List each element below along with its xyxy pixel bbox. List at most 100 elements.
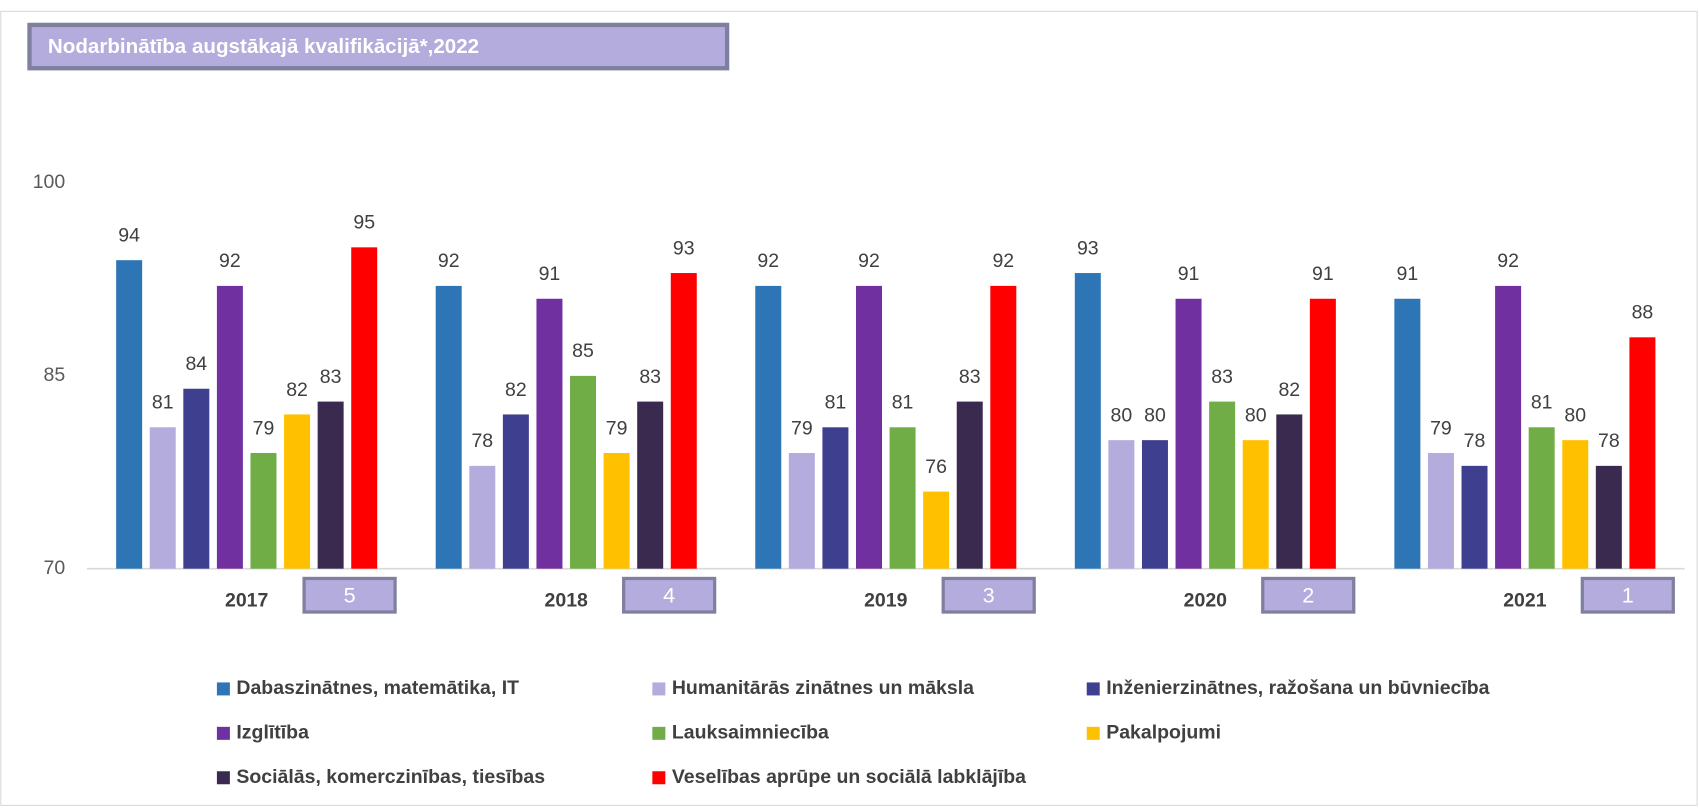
bar xyxy=(1495,285,1522,569)
data-label: 85 xyxy=(572,340,594,362)
bar xyxy=(317,401,344,569)
bar xyxy=(889,427,916,569)
data-label: 78 xyxy=(1598,430,1620,452)
data-label: 80 xyxy=(1245,404,1267,426)
bar xyxy=(351,247,378,569)
rank-box xyxy=(622,576,717,614)
rank-label: 5 xyxy=(344,583,356,608)
data-label: 82 xyxy=(286,379,308,401)
data-label: 91 xyxy=(539,263,561,285)
bar xyxy=(637,401,664,569)
data-label: 79 xyxy=(1430,417,1452,439)
bar xyxy=(1595,465,1622,569)
bar xyxy=(149,427,176,569)
x-tick-label: 2019 xyxy=(864,589,908,611)
data-label: 79 xyxy=(253,417,275,439)
data-label: 93 xyxy=(673,237,695,259)
bar xyxy=(1427,453,1454,569)
data-label: 83 xyxy=(959,366,981,388)
bar xyxy=(1562,440,1589,569)
rank-box xyxy=(1261,576,1356,614)
data-label: 92 xyxy=(992,250,1014,272)
bar xyxy=(1309,298,1336,569)
data-label: 83 xyxy=(639,366,661,388)
legend-swatch xyxy=(652,682,666,696)
data-label: 81 xyxy=(892,392,914,414)
y-tick-label: 100 xyxy=(33,171,66,193)
x-tick-label: 2017 xyxy=(225,589,268,611)
bar xyxy=(956,401,983,569)
data-label: 80 xyxy=(1564,404,1586,426)
data-label: 94 xyxy=(118,225,140,247)
bar xyxy=(435,285,462,569)
data-label: 78 xyxy=(471,430,493,452)
legend-label: Lauksaimniecība xyxy=(672,721,829,743)
bar xyxy=(923,491,950,569)
rank-box xyxy=(302,576,397,614)
data-label: 80 xyxy=(1111,404,1133,426)
legend-swatch xyxy=(1086,726,1100,740)
bar xyxy=(603,453,630,569)
rank-label: 2 xyxy=(1302,583,1314,608)
rank-box xyxy=(941,576,1036,614)
data-label: 88 xyxy=(1632,302,1654,324)
bar xyxy=(250,453,277,569)
legend-swatch xyxy=(216,771,230,785)
bar xyxy=(788,453,815,569)
bar xyxy=(502,414,529,569)
bar xyxy=(570,375,597,569)
bar xyxy=(183,388,210,569)
data-label: 76 xyxy=(925,456,947,478)
data-label: 92 xyxy=(219,250,241,272)
bar xyxy=(1074,273,1101,569)
rank-label: 4 xyxy=(663,583,675,608)
data-label: 83 xyxy=(320,366,342,388)
data-label: 81 xyxy=(152,392,174,414)
legend-swatch xyxy=(1086,682,1100,696)
legend-swatch xyxy=(652,726,666,740)
rank-box xyxy=(1580,576,1675,614)
bar xyxy=(116,260,143,569)
bar xyxy=(822,427,849,569)
bar xyxy=(855,285,882,569)
bar xyxy=(990,285,1017,569)
data-label: 81 xyxy=(1531,392,1553,414)
data-label: 79 xyxy=(791,417,813,439)
legend-label: Pakalpojumi xyxy=(1106,721,1221,743)
data-label: 91 xyxy=(1178,263,1200,285)
data-label: 91 xyxy=(1397,263,1419,285)
bar xyxy=(1394,298,1421,569)
data-label: 78 xyxy=(1464,430,1486,452)
title-box xyxy=(27,22,730,71)
data-label: 81 xyxy=(825,392,847,414)
bar xyxy=(1629,337,1656,569)
data-label: 92 xyxy=(438,250,460,272)
bar xyxy=(469,465,496,569)
y-tick-label: 85 xyxy=(44,364,66,386)
legend-label: Sociālās, komerczinības, tiesības xyxy=(236,766,545,788)
data-label: 92 xyxy=(858,250,880,272)
data-label: 92 xyxy=(757,250,779,272)
legend-swatch xyxy=(652,771,666,785)
bar xyxy=(216,285,243,569)
data-label: 82 xyxy=(505,379,527,401)
data-label: 91 xyxy=(1312,263,1334,285)
legend-label: Humanitārās zinātnes un māksla xyxy=(672,677,974,699)
bar xyxy=(284,414,311,569)
bar xyxy=(755,285,782,569)
legend-label: Dabaszinātnes, matemātika, IT xyxy=(236,677,519,699)
legend-swatch xyxy=(216,682,230,696)
bar xyxy=(1175,298,1202,569)
x-tick-label: 2018 xyxy=(545,589,589,611)
legend-label: Veselības aprūpe un sociālā labklājība xyxy=(672,766,1026,788)
y-tick-label: 70 xyxy=(44,557,66,579)
legend-label: Inženierzinātnes, ražošana un būvniecība xyxy=(1106,677,1489,699)
data-label: 79 xyxy=(606,417,628,439)
bar xyxy=(536,298,563,569)
x-tick-label: 2020 xyxy=(1184,589,1228,611)
bar xyxy=(1209,401,1236,569)
legend-swatch xyxy=(216,726,230,740)
bar xyxy=(1528,427,1555,569)
rank-label: 3 xyxy=(983,583,995,608)
